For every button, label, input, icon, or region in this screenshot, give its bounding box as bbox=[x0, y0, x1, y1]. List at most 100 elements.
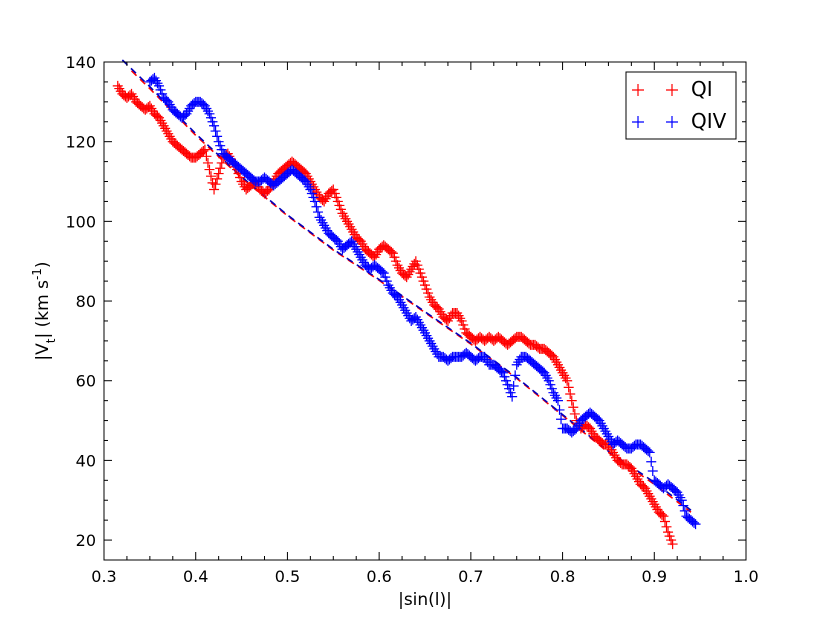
data-point bbox=[335, 204, 346, 215]
data-point bbox=[572, 420, 583, 431]
data-point bbox=[626, 463, 637, 474]
x-tick-label: 0.8 bbox=[550, 567, 575, 586]
data-point bbox=[667, 539, 678, 550]
y-tick-label: 100 bbox=[65, 212, 96, 231]
data-point bbox=[355, 236, 366, 247]
data-point bbox=[426, 294, 437, 305]
data-point bbox=[453, 310, 464, 321]
data-point bbox=[650, 501, 661, 512]
data-point bbox=[552, 359, 563, 370]
data-point bbox=[349, 241, 360, 252]
data-point bbox=[481, 354, 492, 365]
data-point bbox=[410, 311, 421, 322]
data-point bbox=[656, 509, 667, 520]
data-point bbox=[586, 426, 597, 437]
data-point bbox=[672, 487, 683, 498]
data-point bbox=[332, 196, 343, 207]
data-point bbox=[334, 200, 345, 211]
data-point bbox=[545, 379, 556, 390]
data-point bbox=[456, 315, 467, 326]
data-point bbox=[666, 116, 678, 128]
data-point bbox=[548, 387, 559, 398]
data-point bbox=[560, 373, 571, 384]
data-point bbox=[206, 112, 216, 123]
x-tick-label: 0.7 bbox=[458, 567, 483, 586]
data-point bbox=[640, 483, 651, 494]
data-point bbox=[585, 423, 596, 434]
data-point bbox=[201, 103, 212, 114]
x-tick-label: 1.0 bbox=[733, 567, 758, 586]
data-point bbox=[513, 357, 524, 368]
data-point bbox=[213, 168, 224, 179]
data-point bbox=[647, 496, 658, 507]
legend-label-qi: QI bbox=[691, 77, 713, 101]
data-point bbox=[404, 266, 415, 277]
data-point bbox=[554, 404, 565, 415]
data-point bbox=[412, 314, 423, 325]
data-point bbox=[551, 357, 562, 368]
data-point bbox=[497, 367, 508, 378]
data-point bbox=[410, 256, 421, 267]
data-point bbox=[157, 118, 168, 129]
data-point bbox=[395, 297, 406, 308]
data-point bbox=[549, 390, 560, 401]
y-tick-label: 20 bbox=[76, 531, 96, 550]
data-point bbox=[126, 88, 137, 99]
data-point bbox=[646, 493, 657, 504]
data-point bbox=[377, 266, 388, 277]
data-point bbox=[386, 246, 397, 257]
legend: QI QIV bbox=[625, 71, 737, 140]
data-point bbox=[212, 173, 223, 184]
data-point bbox=[163, 96, 174, 107]
data-point bbox=[499, 371, 510, 382]
data-point bbox=[630, 471, 641, 482]
data-point bbox=[632, 116, 644, 128]
data-point bbox=[213, 136, 224, 147]
data-point bbox=[210, 179, 221, 190]
data-point bbox=[418, 325, 429, 336]
data-point bbox=[209, 120, 220, 131]
data-point bbox=[331, 192, 342, 203]
data-point bbox=[357, 238, 368, 249]
data-point bbox=[426, 338, 437, 349]
data-point bbox=[549, 354, 560, 365]
data-point bbox=[202, 157, 213, 168]
data-point bbox=[164, 99, 175, 110]
y-tick-label: 60 bbox=[76, 372, 96, 391]
data-point bbox=[646, 456, 657, 467]
data-point bbox=[649, 499, 660, 510]
data-point bbox=[543, 375, 554, 386]
data-point bbox=[418, 276, 429, 287]
data-point bbox=[199, 100, 210, 111]
data-point bbox=[540, 370, 551, 381]
data-point bbox=[644, 491, 655, 502]
data-point bbox=[598, 423, 609, 434]
data-point bbox=[311, 187, 322, 198]
data-point bbox=[420, 280, 430, 291]
data-point bbox=[430, 346, 441, 357]
data-point bbox=[641, 485, 652, 496]
data-point bbox=[479, 351, 490, 362]
data-point bbox=[658, 511, 669, 522]
data-point bbox=[594, 415, 605, 426]
data-point bbox=[413, 317, 424, 328]
data-point bbox=[381, 276, 392, 287]
data-point bbox=[146, 103, 157, 114]
data-point bbox=[459, 323, 470, 334]
data-point bbox=[204, 108, 215, 119]
data-point bbox=[458, 319, 469, 330]
data-point bbox=[508, 381, 519, 392]
data-point bbox=[566, 395, 577, 406]
data-point bbox=[401, 272, 412, 283]
data-point bbox=[604, 434, 615, 445]
data-point bbox=[562, 375, 573, 386]
data-point bbox=[392, 292, 403, 303]
data-point bbox=[198, 145, 209, 156]
data-point bbox=[207, 116, 218, 127]
data-point bbox=[643, 488, 654, 499]
data-point bbox=[632, 473, 643, 484]
x-axis-label: |sin(l)| bbox=[398, 590, 452, 610]
data-point bbox=[571, 423, 582, 434]
data-point bbox=[309, 196, 320, 207]
data-point bbox=[313, 207, 323, 218]
